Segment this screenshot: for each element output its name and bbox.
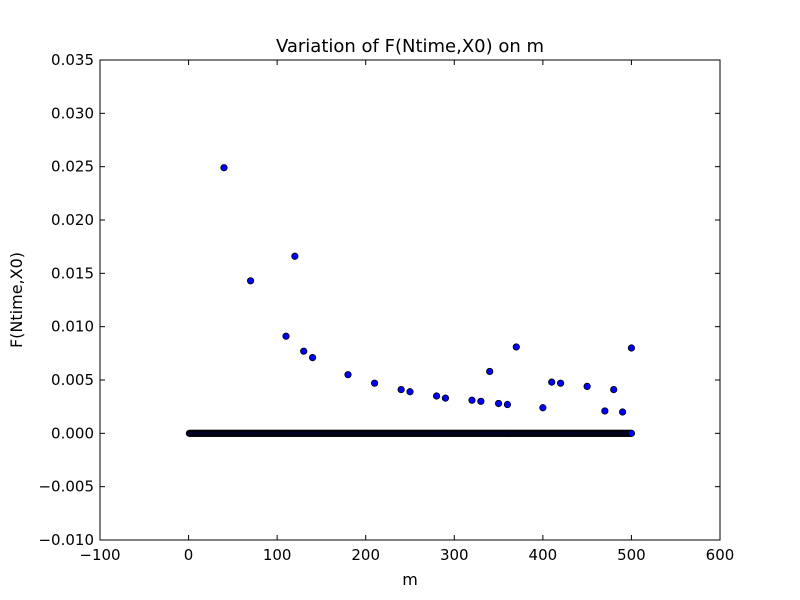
- x-tick-label: 400: [529, 546, 558, 564]
- x-tick-label: 500: [617, 546, 646, 564]
- data-point-510: [441, 394, 450, 402]
- x-tick-label: 0: [184, 546, 194, 564]
- data-point-523: [618, 408, 627, 416]
- x-tick-label: −100: [79, 546, 120, 564]
- data-point-503: [300, 347, 308, 355]
- data-point-509: [432, 392, 441, 400]
- data-point-505: [344, 371, 352, 379]
- data-point-513: [486, 367, 494, 376]
- data-point-502: [291, 252, 299, 260]
- data-point-514: [494, 399, 503, 408]
- data-point-521: [601, 407, 609, 415]
- data-point-522: [610, 385, 618, 394]
- y-tick-label: 0.000: [51, 424, 94, 442]
- data-points: [185, 164, 636, 437]
- data-point-516: [512, 343, 520, 351]
- data-point-524: [627, 344, 636, 352]
- y-tick-label: 0.035: [51, 51, 94, 69]
- y-tick-label: −0.005: [38, 478, 94, 496]
- data-point-520: [583, 382, 591, 390]
- y-tick-label: 0.015: [51, 264, 94, 282]
- x-axis: −100 0 100 200 300 400 500 600: [79, 60, 734, 564]
- y-tick-label: 0.030: [51, 104, 94, 122]
- chart-title: Variation of F(Ntime,X0) on m: [276, 36, 544, 57]
- data-point-508: [406, 388, 414, 396]
- data-point-501: [282, 332, 290, 340]
- data-point-519: [556, 379, 565, 387]
- data-point-515: [503, 400, 512, 409]
- data-point-506: [370, 379, 379, 387]
- x-tick-label: 200: [351, 546, 380, 564]
- y-tick-label: 0.025: [51, 158, 94, 176]
- plot-area: [99, 59, 721, 541]
- data-point-517: [539, 404, 547, 412]
- data-point-518: [548, 378, 556, 386]
- data-point-504: [308, 353, 317, 362]
- data-point-525: [627, 429, 636, 437]
- y-axis-label: F(Ntime,X0): [7, 252, 26, 348]
- y-tick-label: 0.005: [51, 371, 94, 389]
- x-axis-label: m: [402, 570, 418, 589]
- data-point-499: [220, 164, 228, 172]
- y-tick-label: −0.010: [38, 531, 94, 549]
- x-tick-label: 100: [263, 546, 292, 564]
- data-point-512: [477, 397, 485, 405]
- y-axis: −0.010 −0.005 0.000 0.005 0.010 0.015 0.020 0.0…: [38, 51, 720, 549]
- y-tick-label: 0.020: [51, 211, 94, 229]
- data-point-500: [246, 277, 255, 285]
- data-point-507: [397, 385, 405, 394]
- data-point-511: [468, 396, 476, 404]
- x-tick-label: 600: [706, 546, 735, 564]
- y-tick-label: 0.010: [51, 318, 94, 336]
- x-tick-label: 300: [440, 546, 469, 564]
